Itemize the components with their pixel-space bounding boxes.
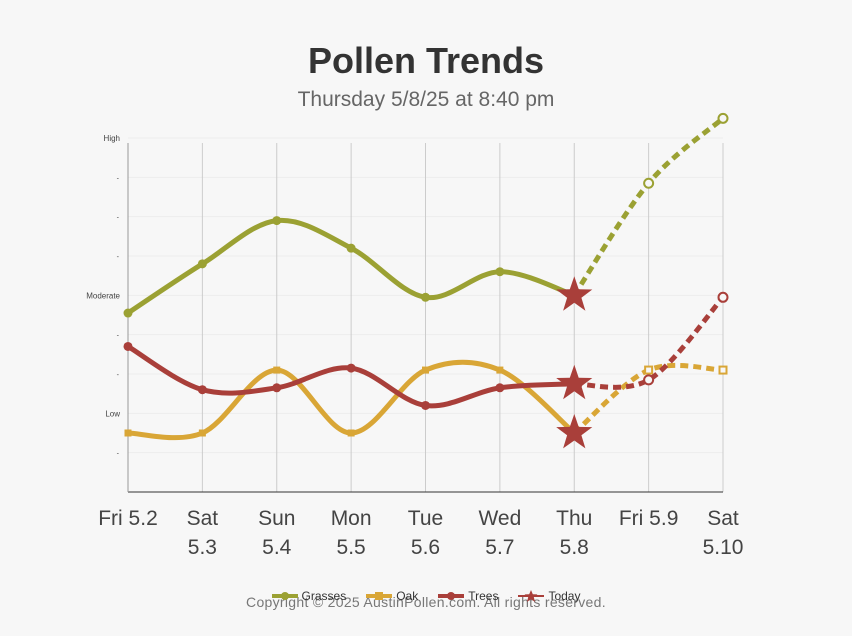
series-layer [123, 112, 729, 441]
x-tick-label: Fri 5.2 [98, 507, 158, 530]
data-point-grasses [346, 243, 356, 253]
grid-layer [127, 137, 724, 493]
data-point-trees [272, 383, 282, 393]
copyright-text: Copyright © 2025 AustinPollen.com. All r… [246, 594, 606, 610]
grasses-legend-icon [271, 592, 298, 600]
data-point-oak [124, 429, 132, 437]
x-tick-label: 5.10 [703, 536, 744, 559]
today-markers [556, 276, 593, 449]
y-tick-label: - [117, 215, 120, 222]
today-star-oak [556, 414, 593, 449]
data-point-grasses [123, 308, 133, 318]
data-point-grasses [421, 292, 430, 302]
legend: Grasses Oak Trees Today [0, 589, 852, 603]
y-tick-label: - [117, 254, 120, 261]
legend-label-today: Today [548, 589, 581, 603]
legend-item-grasses[interactable]: Grasses [271, 589, 347, 603]
legend-label-oak: Oak [396, 589, 419, 603]
y-tick-label: - [117, 175, 120, 182]
x-tick-label: 5.4 [262, 536, 292, 559]
x-tick-label: 5.5 [337, 536, 366, 559]
data-point-grasses [272, 216, 282, 226]
y-tick-labels: - Low - - Moderate - - - High [86, 134, 120, 458]
data-point-grasses [643, 177, 655, 189]
x-tick-label: Mon [331, 507, 372, 530]
oak-legend-icon [366, 592, 393, 600]
x-tick-label: Sat [707, 507, 739, 530]
x-tick-label: 5.3 [188, 536, 217, 559]
star-legend-icon [518, 590, 545, 602]
x-tick-labels: Fri 5.2 Sat 5.3 Sun 5.4 Mon 5.5 Tue 5.6 Wed 5.7 Thu… [98, 507, 743, 559]
today-star-grasses [556, 276, 593, 311]
data-point-trees [197, 385, 207, 395]
x-tick-label: Sun [258, 507, 295, 530]
x-tick-label: Thu [556, 507, 592, 530]
x-tick-label: Wed [478, 507, 521, 530]
y-tick-label: Moderate [86, 291, 120, 300]
data-point-trees [123, 341, 133, 351]
data-point-trees [421, 400, 430, 410]
data-point-oak [496, 366, 504, 374]
data-point-grasses [717, 112, 729, 124]
legend-item-oak[interactable]: Oak [366, 589, 418, 603]
data-point-trees [643, 374, 655, 386]
x-tick-label: 5.6 [411, 536, 440, 559]
data-point-trees [717, 291, 729, 303]
x-tick-label: Tue [408, 507, 443, 530]
data-point-oak [644, 365, 654, 375]
data-point-trees [495, 383, 505, 393]
y-tick-label: Low [105, 409, 120, 418]
data-point-grasses [197, 259, 207, 269]
x-tick-label: Fri 5.9 [619, 507, 679, 530]
y-tick-label: - [117, 333, 120, 340]
data-point-oak [198, 429, 206, 437]
data-point-oak [718, 365, 728, 375]
chart-subtitle: Thursday 5/8/25 at 8:40 pm [297, 88, 555, 111]
y-tick-label: High [104, 134, 120, 143]
y-tick-label: - [117, 451, 120, 458]
legend-item-today[interactable]: Today [518, 589, 580, 603]
x-tick-label: 5.8 [560, 536, 589, 559]
trees-legend-icon [438, 592, 465, 600]
data-point-oak [347, 429, 355, 437]
legend-label-trees: Trees [468, 589, 499, 603]
y-tick-label: - [117, 372, 120, 379]
x-tick-label: 5.7 [485, 536, 514, 559]
legend-label-grasses: Grasses [301, 589, 347, 603]
data-point-trees [346, 363, 356, 373]
data-point-grasses [495, 267, 505, 277]
series-forecast-trees [574, 295, 725, 390]
legend-item-trees[interactable]: Trees [438, 589, 498, 603]
today-star-trees [556, 364, 593, 400]
data-point-oak [422, 366, 429, 374]
data-point-oak [273, 366, 281, 374]
x-tick-label: Sat [187, 507, 219, 530]
chart-title: Pollen Trends [307, 40, 545, 81]
